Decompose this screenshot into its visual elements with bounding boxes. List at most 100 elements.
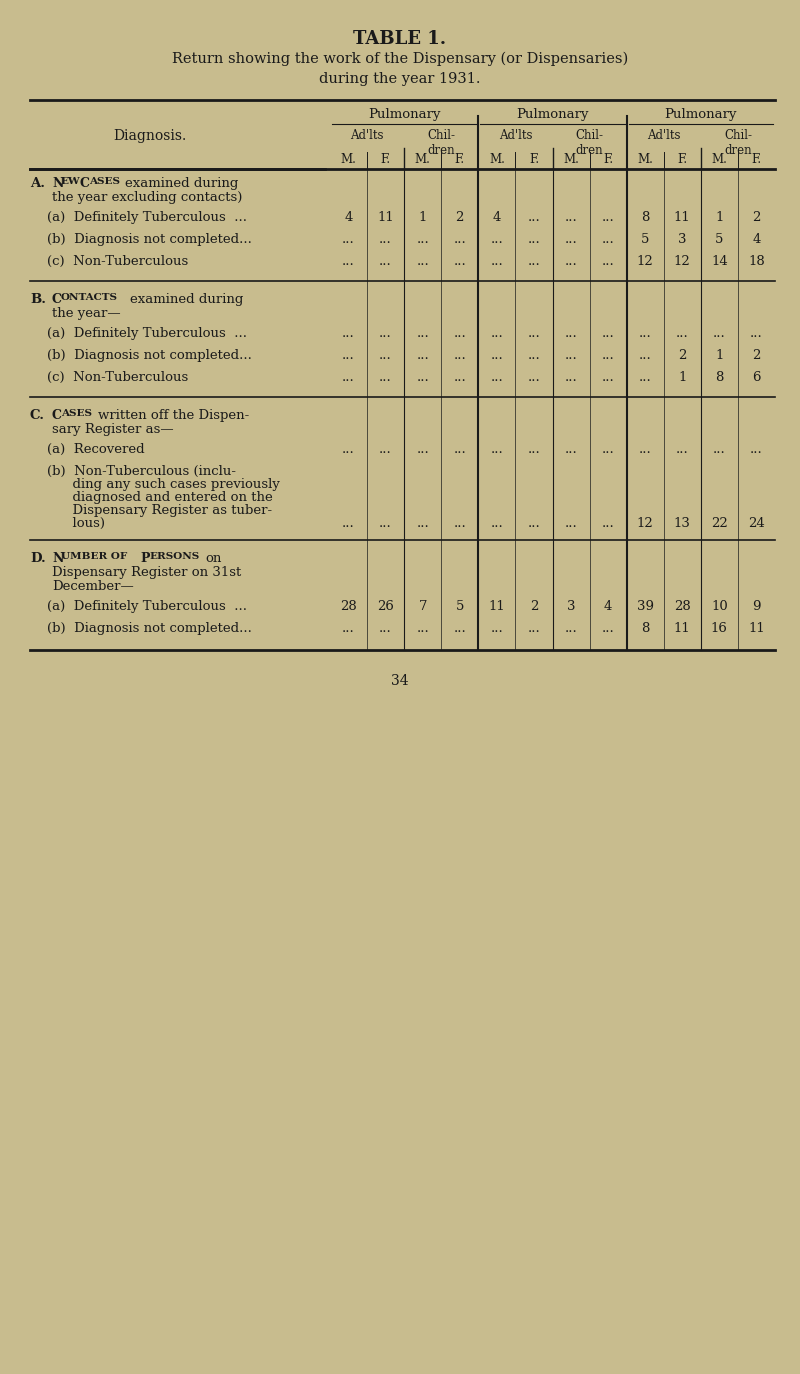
Text: ...: ...	[565, 371, 578, 383]
Text: ...: ...	[490, 371, 503, 383]
Text: ...: ...	[565, 212, 578, 224]
Text: 3: 3	[678, 234, 686, 246]
Text: M.: M.	[341, 153, 357, 166]
Text: ...: ...	[527, 234, 540, 246]
Text: EW: EW	[60, 177, 80, 185]
Text: ...: ...	[676, 327, 689, 339]
Text: 13: 13	[674, 517, 690, 530]
Text: ...: ...	[750, 442, 763, 456]
Text: 9: 9	[752, 600, 761, 613]
Text: ...: ...	[639, 442, 651, 456]
Text: ...: ...	[527, 371, 540, 383]
Text: 1: 1	[715, 349, 723, 361]
Text: sary Register as—: sary Register as—	[52, 423, 174, 436]
Text: ...: ...	[342, 517, 355, 530]
Text: 1: 1	[715, 212, 723, 224]
Text: ...: ...	[527, 622, 540, 635]
Text: ...: ...	[454, 234, 466, 246]
Text: 28: 28	[674, 600, 690, 613]
Text: (a)  Definitely Tuberculous  ...: (a) Definitely Tuberculous ...	[30, 212, 247, 224]
Text: ...: ...	[454, 371, 466, 383]
Text: 11: 11	[674, 212, 690, 224]
Text: TABLE 1.: TABLE 1.	[354, 30, 446, 48]
Text: ...: ...	[342, 234, 355, 246]
Text: ...: ...	[639, 349, 651, 361]
Text: ...: ...	[602, 349, 614, 361]
Text: F.: F.	[751, 153, 762, 166]
Text: M.: M.	[563, 153, 579, 166]
Text: ...: ...	[416, 349, 429, 361]
Text: ...: ...	[454, 622, 466, 635]
Text: ...: ...	[602, 442, 614, 456]
Text: ...: ...	[639, 371, 651, 383]
Text: ...: ...	[565, 327, 578, 339]
Text: ...: ...	[602, 371, 614, 383]
Text: Ad'lts: Ad'lts	[647, 129, 681, 142]
Text: 12: 12	[637, 256, 654, 268]
Text: 26: 26	[377, 600, 394, 613]
Text: ...: ...	[527, 327, 540, 339]
Text: M.: M.	[489, 153, 505, 166]
Text: ...: ...	[342, 442, 355, 456]
Text: December—: December—	[52, 580, 134, 594]
Text: ...: ...	[527, 256, 540, 268]
Text: (a)  Definitely Tuberculous  ...: (a) Definitely Tuberculous ...	[30, 600, 247, 613]
Text: ...: ...	[602, 517, 614, 530]
Text: 2: 2	[752, 212, 761, 224]
Text: ...: ...	[565, 517, 578, 530]
Text: F.: F.	[381, 153, 390, 166]
Text: ...: ...	[416, 517, 429, 530]
Text: Return showing the work of the Dispensary (or Dispensaries)
during the year 1931: Return showing the work of the Dispensar…	[172, 52, 628, 87]
Text: Diagnosis.: Diagnosis.	[114, 129, 186, 143]
Text: Ad'lts: Ad'lts	[498, 129, 532, 142]
Text: ...: ...	[416, 327, 429, 339]
Text: ...: ...	[342, 371, 355, 383]
Text: ...: ...	[639, 327, 651, 339]
Text: the year—: the year—	[52, 306, 121, 320]
Text: 24: 24	[748, 517, 765, 530]
Text: ...: ...	[416, 256, 429, 268]
Text: UMBER OF: UMBER OF	[61, 552, 127, 561]
Text: (a)  Recovered: (a) Recovered	[30, 442, 145, 456]
Text: 28: 28	[340, 600, 357, 613]
Text: ...: ...	[454, 256, 466, 268]
Text: 8: 8	[641, 212, 650, 224]
Text: ...: ...	[454, 442, 466, 456]
Text: 12: 12	[637, 517, 654, 530]
Text: ...: ...	[416, 371, 429, 383]
Text: the year excluding contacts): the year excluding contacts)	[52, 191, 242, 203]
Text: ...: ...	[602, 212, 614, 224]
Text: written off the Dispen-: written off the Dispen-	[98, 409, 250, 422]
Text: Dispensary Register on 31st: Dispensary Register on 31st	[52, 566, 242, 578]
Text: C: C	[52, 293, 62, 306]
Text: (c)  Non-Tuberculous: (c) Non-Tuberculous	[30, 256, 188, 268]
Text: ...: ...	[490, 349, 503, 361]
Text: N: N	[52, 552, 63, 565]
Text: 5: 5	[715, 234, 723, 246]
Text: ding any such cases previously: ding any such cases previously	[30, 478, 280, 491]
Text: ASES: ASES	[89, 177, 120, 185]
Text: ...: ...	[342, 622, 355, 635]
Text: ...: ...	[416, 234, 429, 246]
Text: 1: 1	[418, 212, 427, 224]
Text: 2: 2	[530, 600, 538, 613]
Text: 2: 2	[678, 349, 686, 361]
Text: A.: A.	[30, 177, 45, 190]
Text: 12: 12	[674, 256, 690, 268]
Text: ...: ...	[416, 622, 429, 635]
Text: ...: ...	[490, 442, 503, 456]
Text: P: P	[140, 552, 150, 565]
Text: 16: 16	[711, 622, 728, 635]
Text: 7: 7	[418, 600, 427, 613]
Text: ...: ...	[379, 442, 392, 456]
Text: 14: 14	[711, 256, 728, 268]
Text: ...: ...	[490, 327, 503, 339]
Text: ...: ...	[713, 442, 726, 456]
Text: 34: 34	[391, 675, 409, 688]
Text: ...: ...	[342, 327, 355, 339]
Text: 11: 11	[489, 600, 506, 613]
Text: 2: 2	[456, 212, 464, 224]
Text: ...: ...	[750, 327, 763, 339]
Text: (b)  Diagnosis not completed...: (b) Diagnosis not completed...	[30, 349, 252, 361]
Text: Pulmonary: Pulmonary	[665, 109, 737, 121]
